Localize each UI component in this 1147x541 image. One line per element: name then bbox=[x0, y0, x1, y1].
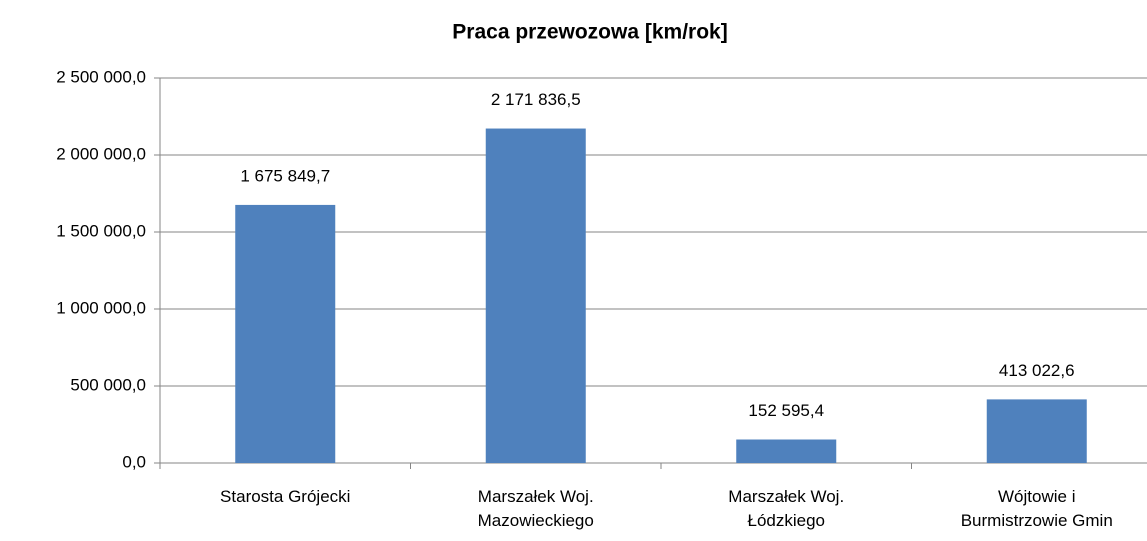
y-tick-label: 1 500 000,0 bbox=[56, 221, 146, 240]
data-label: 1 675 849,7 bbox=[240, 166, 330, 185]
data-label: 413 022,6 bbox=[999, 361, 1075, 380]
x-tick-label: Wójtowie i Burmistrzowie Gmin bbox=[960, 487, 1113, 530]
y-tick-label: 2 500 000,0 bbox=[56, 67, 146, 86]
data-label: 2 171 836,5 bbox=[491, 90, 581, 109]
x-tick-label: Starosta Grójecki bbox=[220, 487, 351, 506]
bar bbox=[736, 439, 837, 463]
bar bbox=[986, 399, 1087, 463]
y-tick-label: 0,0 bbox=[122, 452, 146, 471]
x-tick-label: Marszałek Woj. Łódzkiego bbox=[728, 487, 845, 530]
chart-title: Praca przewozowa [km/rok] bbox=[452, 21, 727, 44]
bar bbox=[485, 128, 586, 464]
data-label: 152 595,4 bbox=[748, 401, 824, 420]
x-tick-label: Marszałek Woj. Mazowieckiego bbox=[477, 487, 594, 530]
y-tick-label: 500 000,0 bbox=[70, 375, 146, 394]
y-tick-label: 2 000 000,0 bbox=[56, 144, 146, 163]
bar bbox=[235, 204, 336, 464]
y-tick-label: 1 000 000,0 bbox=[56, 298, 146, 317]
